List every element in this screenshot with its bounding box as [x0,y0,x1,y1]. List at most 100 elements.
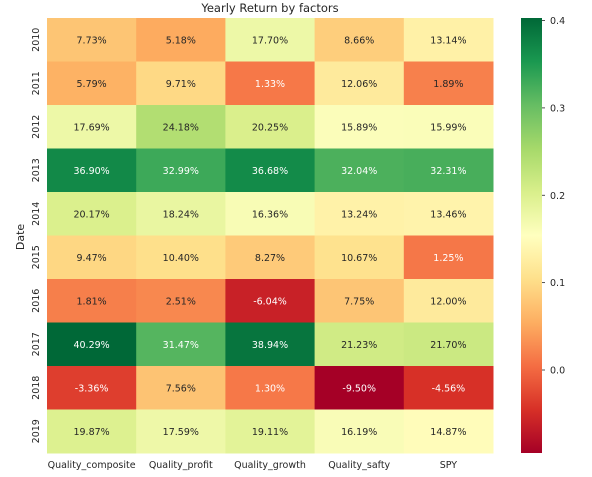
y-tick-label: 2015 [31,245,42,269]
heatmap-cell [136,148,226,193]
cell-value-label: 20.17% [73,209,109,220]
colorbar-tick-label: 0.3 [550,103,565,114]
heatmap-cell [136,235,226,280]
cell-value-label: 13.24% [341,209,377,220]
heatmap-cell [47,409,137,454]
cell-value-label: 1.33% [255,79,285,90]
cell-value-label: 16.19% [341,427,377,438]
heatmap-cell [225,105,316,149]
heatmap-cell [314,61,405,106]
x-tick-label: Quality_composite [48,460,136,471]
cell-value-label: 20.25% [252,122,288,133]
cell-value-label: 15.99% [430,122,466,133]
cell-value-label: 13.46% [430,209,466,220]
cell-value-label: -9.50% [342,383,376,394]
cell-value-label: 8.66% [344,35,374,46]
cell-value-label: 18.24% [163,209,199,220]
cell-value-label: 32.04% [341,166,377,177]
heatmap-cell [403,279,494,323]
heatmap-cell [403,235,494,280]
y-axis-label: Date [14,224,27,251]
cell-value-label: 12.06% [341,79,377,90]
cell-value-label: 12.00% [430,296,466,307]
heatmap-cell [403,61,494,106]
x-tick-label: Quality_profit [149,460,213,471]
cell-value-label: 10.67% [341,253,377,264]
cell-value-label: 17.59% [163,427,199,438]
colorbar-tick-label: 0.1 [550,278,565,289]
x-tick-label: Quality_safty [328,460,390,471]
cell-value-label: 36.90% [73,166,109,177]
cell-value-label: 5.79% [77,79,107,90]
cell-value-label: 36.68% [252,166,288,177]
heatmap-cell [136,18,226,62]
cell-value-label: 13.14% [430,35,466,46]
heatmap-cell [136,61,226,106]
cell-value-label: 21.23% [341,340,377,351]
heatmap-cell [47,192,137,236]
y-tick-labels: 2010 2011 2012 2013 2014 2015 2016 2017 2018 2019 [31,28,42,444]
cell-value-label: 9.71% [166,79,196,90]
y-tick-label: 2010 [31,28,42,52]
heatmap-cell [225,366,316,410]
cell-value-label: 40.29% [73,340,109,351]
heatmap-cell [47,61,137,106]
heatmap-cell [314,192,405,236]
cell-value-label: 38.94% [252,340,288,351]
cell-value-label: 7.56% [166,383,196,394]
heatmap-cell [314,409,405,454]
heatmap-cell [47,366,137,410]
heatmap-cell [225,18,316,62]
heatmap-cell [314,366,405,410]
heatmap-cell [47,279,137,323]
cell-value-label: 9.47% [77,253,107,264]
x-tick-labels: Quality_composite Quality_profit Quality_g… [48,460,458,471]
heatmap-cell [314,235,405,280]
heatmap-cell [314,105,405,149]
y-tick-label: 2013 [31,158,42,182]
heatmap-cell [47,148,137,193]
cell-value-label: 17.70% [252,35,288,46]
cell-value-label: 17.69% [73,122,109,133]
heatmap-cell [225,279,316,323]
x-tick-label: Quality_growth [234,460,306,471]
y-tick-label: 2014 [31,202,42,226]
cell-value-label: 21.70% [430,340,466,351]
colorbar-tick-label: 0.2 [550,191,565,202]
cell-value-label: 7.73% [77,35,107,46]
cell-value-label: -6.04% [253,296,287,307]
cell-value-label: 1.81% [77,296,107,307]
cell-value-label: 1.25% [433,253,463,264]
heatmap-cell [403,105,494,149]
heatmap-cell [403,192,494,236]
heatmap-cell [225,409,316,454]
cell-value-label: 7.75% [344,296,374,307]
heatmap-cell [47,105,137,149]
cell-value-label: 19.87% [73,427,109,438]
colorbar-tick-label: 0.4 [550,16,565,27]
heatmap-cells [47,18,494,454]
heatmap-cell [314,279,405,323]
heatmap-cell [403,148,494,193]
colorbar [521,18,542,453]
heatmap-cell [314,148,405,193]
heatmap-cell [47,235,137,280]
heatmap-cell [314,18,405,62]
heatmap-cell [225,322,316,367]
x-tick-label: SPY [440,460,458,471]
cell-value-label: 8.27% [255,253,285,264]
heatmap-cell [136,409,226,454]
cell-value-label: 16.36% [252,209,288,220]
cell-value-label: 31.47% [163,340,199,351]
cell-value-label: -4.56% [432,383,466,394]
heatmap-cell [47,322,137,367]
heatmap-cell [403,366,494,410]
y-tick-label: 2011 [31,71,42,95]
heatmap-cell [403,409,494,454]
heatmap-cell [136,192,226,236]
heatmap-cell-labels: 7.73% 5.18% 17.70% 8.66% 13.14% 5.79% 9.71% 1.3… [73,35,466,438]
cell-value-label: 15.89% [341,122,377,133]
cell-value-label: 32.31% [430,166,466,177]
y-tick-label: 2016 [31,289,42,313]
